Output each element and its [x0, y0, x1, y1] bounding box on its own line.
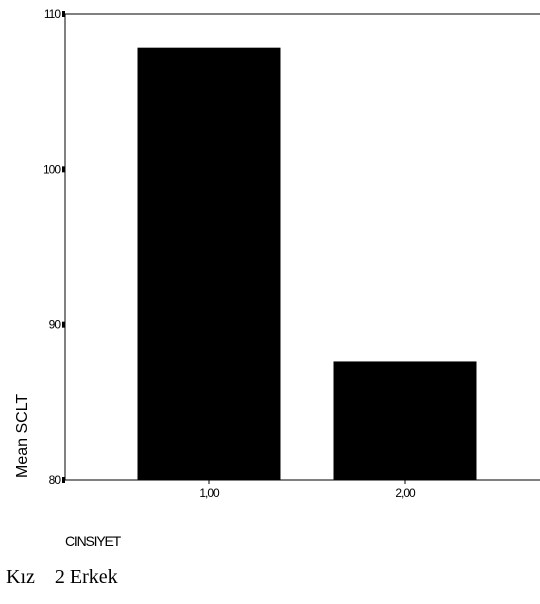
- y-tick-mark: [62, 477, 65, 483]
- bar: [137, 47, 281, 481]
- x-tick-label: 1,00: [199, 486, 220, 500]
- bar-chart: 80 90 100 110 1,00 2,00 Mean SCLT: [14, 7, 540, 500]
- y-tick-mark: [62, 321, 65, 328]
- y-axis-title: Mean SCLT: [14, 394, 31, 478]
- y-tick-label: 90: [49, 318, 62, 332]
- bar: [333, 361, 477, 481]
- y-tick-label: 110: [44, 7, 61, 21]
- x-tick-label: 2,00: [395, 486, 416, 500]
- footnote-legend: Kız 2 Erkek: [6, 566, 118, 588]
- y-tick-mark: [62, 166, 65, 173]
- y-tick-label: 100: [43, 162, 61, 176]
- y-tick-mark: [62, 11, 65, 17]
- y-tick-label: 80: [49, 473, 62, 487]
- x-axis-title: CINSIYET: [65, 533, 121, 549]
- plot-area: 80 90 100 110 1,00 2,00: [43, 7, 540, 500]
